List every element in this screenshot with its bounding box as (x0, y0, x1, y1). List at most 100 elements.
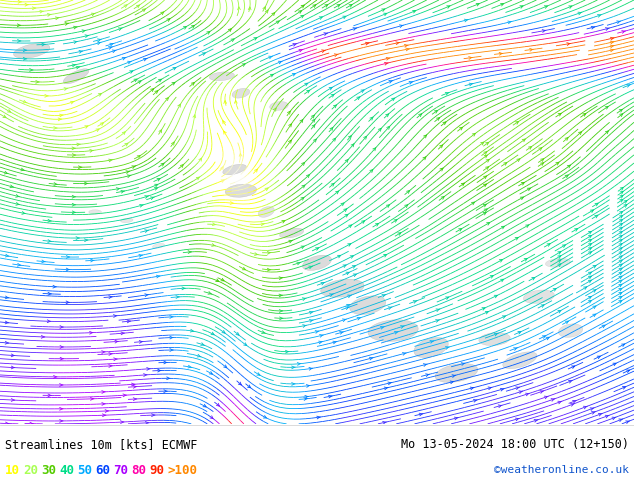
FancyArrowPatch shape (351, 144, 354, 147)
FancyArrowPatch shape (30, 422, 34, 425)
FancyArrowPatch shape (203, 404, 206, 407)
FancyArrowPatch shape (48, 293, 51, 295)
FancyArrowPatch shape (583, 406, 587, 409)
FancyArrowPatch shape (269, 56, 273, 59)
FancyArrowPatch shape (446, 346, 450, 349)
Ellipse shape (209, 72, 235, 81)
FancyArrowPatch shape (588, 300, 592, 303)
FancyArrowPatch shape (126, 171, 130, 173)
FancyArrowPatch shape (306, 174, 309, 177)
FancyArrowPatch shape (48, 240, 51, 243)
FancyArrowPatch shape (176, 295, 179, 298)
FancyArrowPatch shape (588, 280, 592, 283)
FancyArrowPatch shape (583, 114, 586, 116)
FancyArrowPatch shape (287, 111, 290, 114)
FancyArrowPatch shape (263, 7, 266, 10)
FancyArrowPatch shape (534, 419, 538, 422)
FancyArrowPatch shape (131, 383, 135, 386)
FancyArrowPatch shape (36, 80, 39, 83)
FancyArrowPatch shape (130, 71, 133, 73)
FancyArrowPatch shape (605, 131, 609, 134)
FancyArrowPatch shape (48, 14, 51, 16)
FancyArrowPatch shape (202, 53, 205, 55)
FancyArrowPatch shape (572, 366, 574, 368)
FancyArrowPatch shape (333, 105, 337, 108)
FancyArrowPatch shape (84, 239, 88, 242)
FancyArrowPatch shape (578, 12, 582, 15)
FancyArrowPatch shape (340, 332, 344, 334)
FancyArrowPatch shape (482, 308, 485, 310)
FancyArrowPatch shape (180, 165, 183, 168)
FancyArrowPatch shape (137, 155, 140, 158)
FancyArrowPatch shape (624, 200, 627, 203)
FancyArrowPatch shape (201, 343, 205, 345)
FancyArrowPatch shape (191, 25, 195, 28)
FancyArrowPatch shape (207, 31, 210, 34)
FancyArrowPatch shape (439, 145, 443, 148)
FancyArrowPatch shape (208, 292, 212, 294)
FancyArrowPatch shape (133, 398, 137, 400)
FancyArrowPatch shape (224, 365, 227, 368)
FancyArrowPatch shape (375, 223, 378, 226)
FancyArrowPatch shape (409, 81, 413, 84)
FancyArrowPatch shape (558, 401, 562, 404)
Text: ©weatheronline.co.uk: ©weatheronline.co.uk (494, 465, 629, 475)
Ellipse shape (435, 364, 478, 382)
FancyArrowPatch shape (270, 74, 273, 77)
FancyArrowPatch shape (328, 395, 332, 398)
FancyArrowPatch shape (11, 398, 15, 401)
FancyArrowPatch shape (297, 363, 301, 366)
FancyArrowPatch shape (102, 403, 105, 405)
FancyArrowPatch shape (500, 389, 504, 391)
FancyArrowPatch shape (345, 214, 348, 217)
FancyArrowPatch shape (292, 366, 295, 369)
FancyArrowPatch shape (519, 391, 523, 393)
FancyArrowPatch shape (60, 419, 63, 422)
FancyArrowPatch shape (261, 223, 264, 226)
FancyArrowPatch shape (5, 296, 9, 299)
FancyArrowPatch shape (66, 301, 70, 304)
FancyArrowPatch shape (335, 191, 339, 194)
FancyArrowPatch shape (305, 395, 309, 398)
FancyArrowPatch shape (619, 296, 622, 299)
Ellipse shape (280, 228, 304, 238)
FancyArrowPatch shape (301, 197, 304, 200)
FancyArrowPatch shape (22, 212, 25, 214)
FancyArrowPatch shape (108, 159, 112, 162)
FancyArrowPatch shape (382, 9, 385, 11)
FancyArrowPatch shape (235, 100, 237, 103)
FancyArrowPatch shape (48, 220, 51, 222)
FancyArrowPatch shape (619, 284, 622, 287)
FancyArrowPatch shape (190, 329, 194, 332)
FancyArrowPatch shape (619, 227, 623, 230)
FancyArrowPatch shape (236, 332, 239, 335)
FancyArrowPatch shape (551, 398, 555, 401)
FancyArrowPatch shape (619, 109, 623, 112)
FancyArrowPatch shape (42, 43, 46, 46)
FancyArrowPatch shape (373, 148, 376, 151)
Ellipse shape (368, 320, 418, 342)
FancyArrowPatch shape (288, 124, 292, 127)
FancyArrowPatch shape (293, 44, 297, 46)
FancyArrowPatch shape (521, 197, 524, 199)
FancyArrowPatch shape (113, 315, 117, 318)
FancyArrowPatch shape (105, 410, 108, 413)
FancyArrowPatch shape (247, 385, 250, 388)
FancyArrowPatch shape (11, 366, 15, 369)
FancyArrowPatch shape (115, 340, 119, 343)
FancyArrowPatch shape (593, 266, 596, 268)
FancyArrowPatch shape (45, 95, 48, 97)
FancyArrowPatch shape (41, 336, 45, 338)
FancyArrowPatch shape (419, 413, 423, 416)
FancyArrowPatch shape (262, 331, 266, 334)
FancyArrowPatch shape (436, 309, 440, 312)
FancyArrowPatch shape (212, 244, 216, 246)
FancyArrowPatch shape (309, 368, 313, 370)
FancyArrowPatch shape (110, 43, 113, 46)
FancyArrowPatch shape (597, 15, 602, 17)
FancyArrowPatch shape (263, 416, 266, 418)
FancyArrowPatch shape (593, 290, 596, 293)
FancyArrowPatch shape (574, 229, 578, 231)
FancyArrowPatch shape (268, 269, 271, 271)
FancyArrowPatch shape (309, 311, 313, 314)
